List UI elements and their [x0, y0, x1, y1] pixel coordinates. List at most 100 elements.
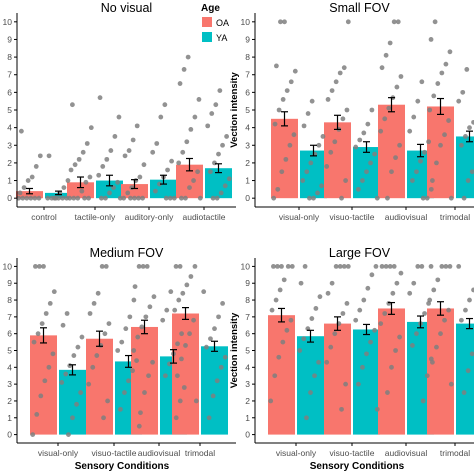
point-oa-audiovisual: [378, 321, 384, 326]
point-ya-tactile-only: [97, 95, 103, 101]
point-oa-audiovisual: [151, 294, 157, 300]
x-tick-label: visual-only: [276, 448, 317, 458]
point-oa-visuo-tactile: [91, 301, 97, 306]
plot-area: [268, 264, 474, 435]
point-oa-visual-only: [284, 88, 290, 93]
point-oa-trimodal: [442, 317, 447, 323]
y-tick-label: 4: [245, 362, 250, 372]
point-oa-control: [25, 178, 31, 183]
y-tick-label: 2: [245, 158, 250, 168]
point-ya-trimodal: [461, 195, 467, 201]
point-oa-trimodal: [183, 343, 188, 348]
point-oa-visual-only: [34, 412, 40, 417]
y-tick-label: 3: [245, 379, 250, 389]
y-tick-label: 1: [7, 413, 12, 423]
point-ya-audiovisual: [428, 186, 434, 192]
point-ya-control: [46, 153, 52, 159]
point-ya-trimodal: [471, 287, 474, 293]
point-oa-visuo-tactile: [341, 264, 347, 269]
point-ya-audiovisual: [418, 158, 423, 164]
point-ya-audiovisual: [411, 114, 417, 120]
point-ya-visual-only: [78, 390, 83, 395]
point-ya-trimodal: [471, 119, 474, 125]
errorbar-oa-visuo-tactile: [334, 316, 341, 331]
bar-ya-visuo-tactile: [353, 329, 380, 435]
y-tick-label: 6: [7, 329, 12, 339]
y-tick-label: 3: [7, 140, 12, 150]
point-oa-auditory-only: [140, 195, 146, 201]
point-ya-visuo-tactile: [130, 368, 135, 374]
y-tick-label: 0: [245, 430, 250, 440]
point-oa-trimodal: [438, 331, 443, 337]
x-tick-label: auditory-only: [125, 212, 174, 222]
point-ya-visuo-tactile: [357, 307, 363, 313]
x-tick-label: trimodal: [440, 448, 470, 458]
bar-ya-visual-only: [297, 336, 324, 435]
point-ya-tactile-only: [99, 195, 104, 201]
point-ya-auditory-only: [169, 158, 175, 164]
point-ya-audiotactile: [217, 88, 223, 93]
point-ya-trimodal: [460, 89, 466, 95]
point-oa-audiovisual: [385, 195, 390, 201]
point-ya-audiovisual: [181, 385, 187, 390]
legend-label-ya: YA: [216, 33, 227, 43]
point-oa-audiovisual: [383, 264, 389, 269]
point-ya-audiovisual: [160, 317, 166, 323]
point-oa-visual-only: [272, 121, 278, 127]
point-oa-visuo-tactile: [328, 149, 334, 155]
errorbar-oa-trimodal: [437, 301, 444, 316]
panel-title: Large FOV: [329, 246, 391, 260]
point-oa-visual-only: [273, 297, 279, 303]
legend-title: Age: [201, 3, 220, 14]
point-ya-visual-only: [297, 348, 303, 353]
point-oa-visual-only: [280, 339, 286, 345]
y-axis-label: Vection intensity: [229, 312, 240, 388]
point-ya-trimodal: [464, 67, 470, 72]
point-ya-visuo-tactile: [353, 144, 359, 150]
point-oa-visual-only: [35, 331, 41, 337]
legend-label-oa: OA: [216, 18, 229, 28]
point-ya-audiovisual: [414, 331, 419, 337]
errorbar-ya-trimodal: [211, 340, 218, 352]
panel-title: Small FOV: [329, 1, 390, 15]
y-tick-label: 5: [245, 346, 250, 356]
point-oa-control: [20, 195, 26, 201]
point-ya-trimodal: [212, 326, 217, 332]
point-oa-audiotactile: [196, 97, 202, 102]
errorbar-ya-audiovisual: [170, 349, 177, 364]
point-ya-tactile-only: [103, 195, 108, 201]
point-oa-visuo-tactile: [339, 195, 344, 201]
point-ya-audiotactile: [216, 151, 221, 157]
bar-ya-visual-only: [300, 150, 327, 199]
bar-ya-trimodal: [456, 323, 474, 435]
point-ya-visual-only: [63, 371, 69, 377]
point-oa-visual-only: [30, 432, 36, 437]
point-ya-visual-only: [66, 432, 71, 437]
point-ya-trimodal: [459, 142, 464, 148]
point-oa-trimodal: [439, 264, 445, 269]
bar-oa-audiovisual: [378, 308, 405, 435]
y-tick-label: 6: [245, 329, 250, 339]
point-oa-tactile-only: [75, 195, 81, 201]
point-ya-tactile-only: [100, 164, 106, 169]
point-oa-visual-only: [284, 327, 290, 333]
point-oa-visuo-tactile: [325, 290, 331, 296]
point-ya-trimodal: [463, 134, 468, 139]
point-oa-trimodal: [430, 178, 435, 183]
point-oa-visual-only: [288, 79, 294, 85]
point-oa-tactile-only: [86, 195, 91, 201]
point-oa-trimodal: [175, 373, 180, 379]
point-ya-trimodal: [206, 415, 212, 421]
point-oa-audiotactile: [197, 195, 203, 201]
point-ya-control: [60, 195, 65, 201]
errorbar-ya-visual-only: [307, 329, 314, 343]
point-oa-visual-only: [283, 156, 289, 162]
point-oa-auditory-only: [121, 195, 127, 201]
y-tick-label: 10: [3, 261, 13, 271]
point-ya-visuo-tactile: [118, 406, 123, 412]
y-tick-label: 7: [245, 312, 250, 322]
bar-oa-visual-only: [30, 335, 57, 435]
point-oa-visual-only: [282, 19, 287, 25]
errorbar-oa-control: [26, 187, 33, 195]
